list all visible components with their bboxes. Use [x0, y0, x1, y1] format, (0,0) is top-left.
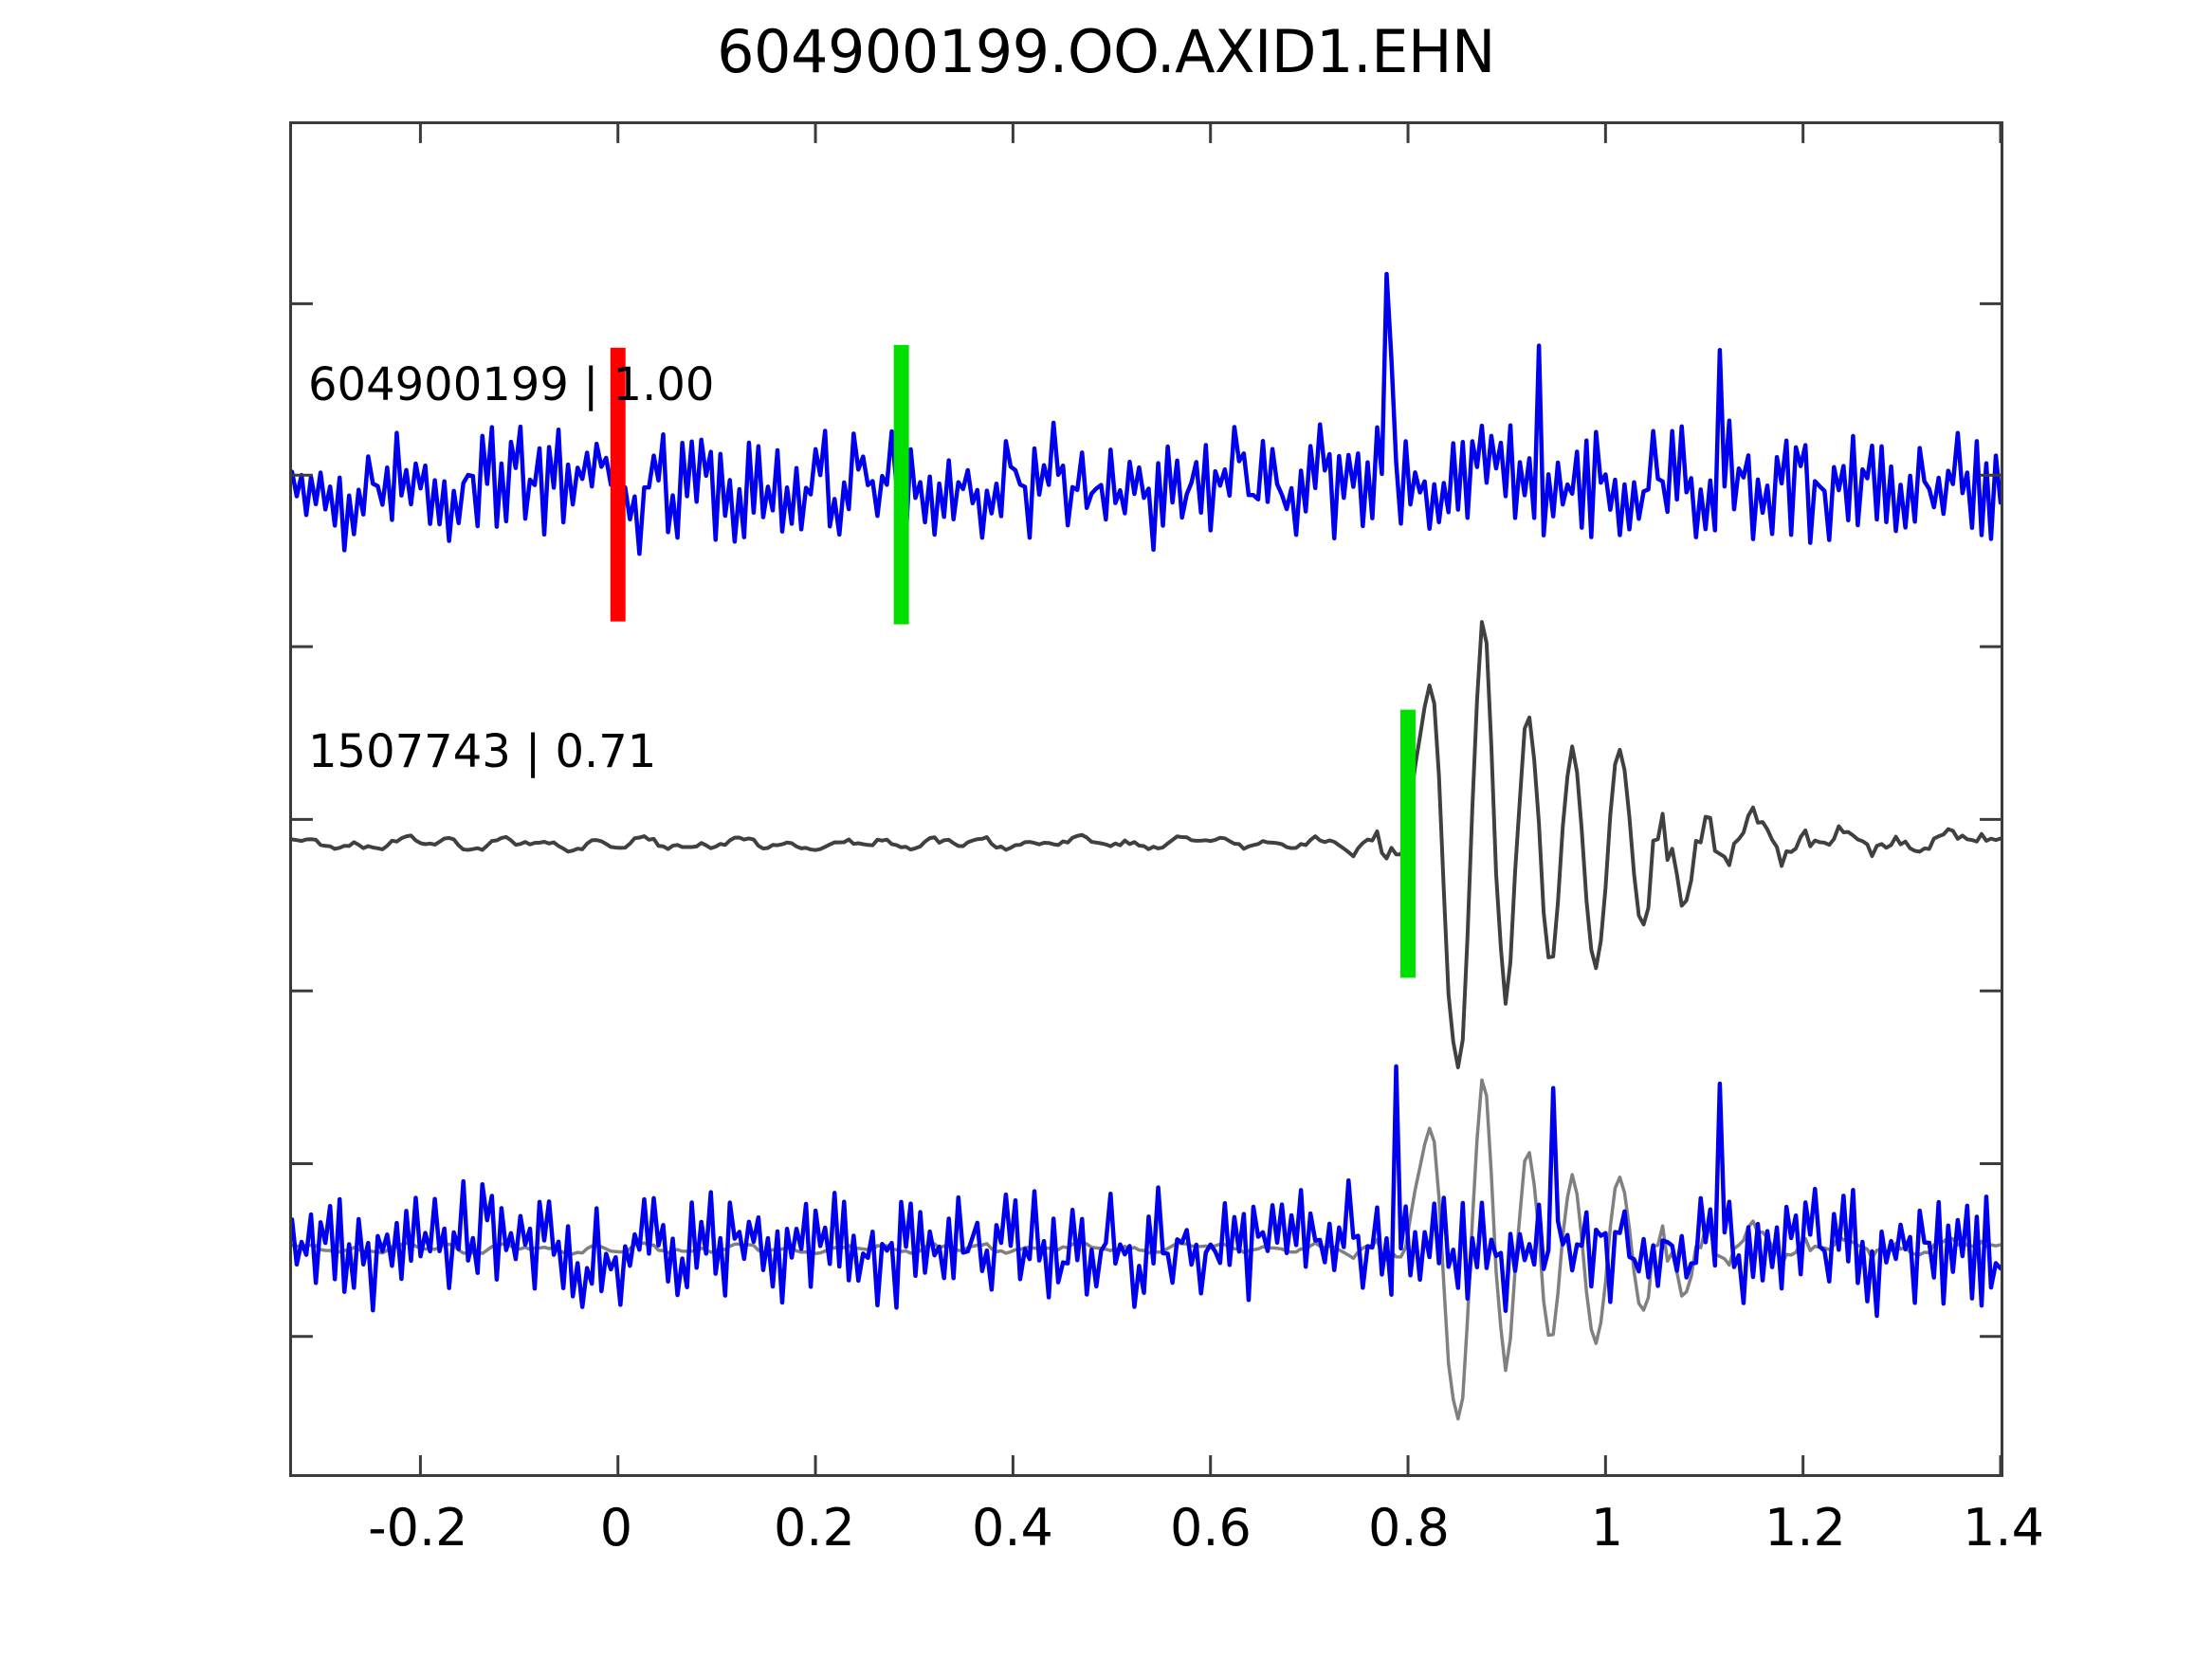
- waveform-svg: [292, 124, 2001, 1474]
- pick-marker-p-pick[interactable]: [610, 347, 626, 622]
- trace-detection-1507743: [292, 620, 2001, 1069]
- x-tick-label-5: 0.8: [1367, 1498, 1450, 1558]
- trace-template-604900199: [292, 271, 2001, 556]
- pick-marker-s-pick[interactable]: [893, 344, 909, 625]
- x-axis-tick-labels: -0.2 0 0.2 0.4 0.6 0.8 1 1.2 1.4: [0, 1498, 2212, 1574]
- trace-overlay-template: [292, 1064, 2001, 1319]
- x-tick-label-1: 0: [599, 1498, 633, 1558]
- x-tick-label-3: 0.4: [971, 1498, 1053, 1558]
- x-tick-label-8: 1.4: [1963, 1498, 2044, 1558]
- trace-label-detection: 1507743 | 0.71: [308, 725, 657, 778]
- trace-group: [292, 271, 2001, 1421]
- plot-area: [289, 121, 2003, 1477]
- trace-label-template: 604900199 | 1.00: [308, 358, 715, 411]
- x-tick-label-6: 1: [1590, 1498, 1624, 1558]
- x-tick-label-7: 1.2: [1764, 1498, 1846, 1558]
- axis-ticks: [292, 124, 2001, 1474]
- page-title: 604900199.OO.AXID1.EHN: [717, 17, 1495, 86]
- x-tick-label-4: 0.6: [1169, 1498, 1252, 1558]
- x-tick-label-2: 0.2: [773, 1498, 855, 1558]
- pick-marker-s-pick[interactable]: [1400, 709, 1416, 978]
- x-tick-label-0: -0.2: [368, 1498, 468, 1558]
